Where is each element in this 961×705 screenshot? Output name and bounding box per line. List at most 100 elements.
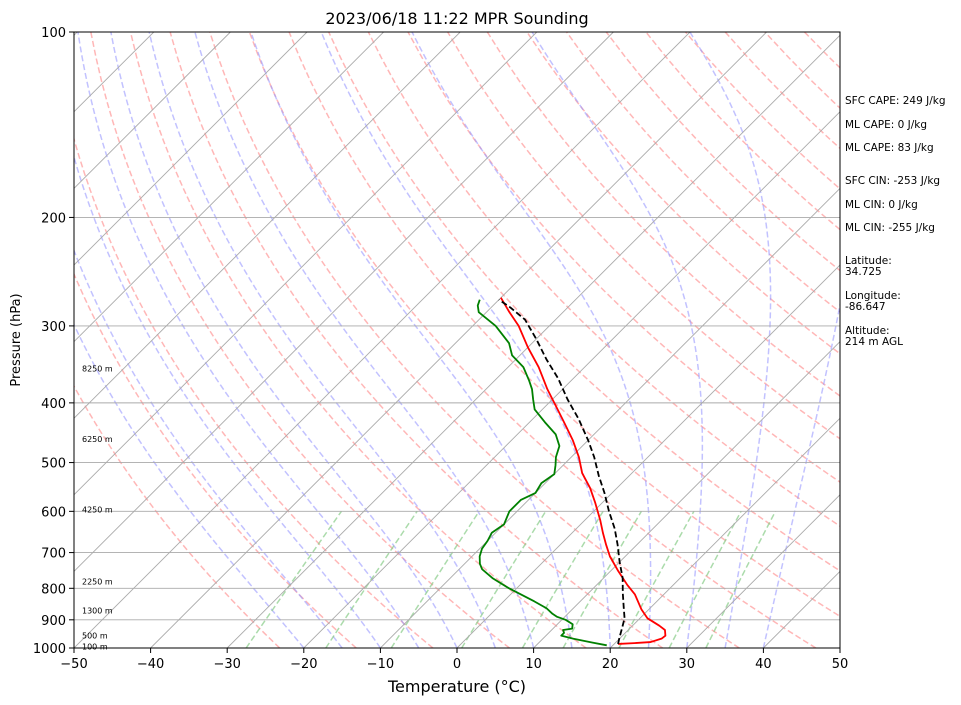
isotherm	[226, 34, 840, 648]
dry-adiabat	[129, 32, 587, 648]
stat-text: ML CAPE: 83 J/kg	[845, 142, 934, 154]
x-tick-label: 50	[832, 657, 849, 672]
mixing-ratio-line	[705, 510, 777, 648]
y-tick-label: 100	[41, 26, 66, 41]
stat-text: ML CIN: 0 J/kg	[845, 199, 918, 211]
dry-adiabat	[74, 136, 434, 648]
dry-adiabat	[447, 32, 840, 440]
y-tick-label: 600	[41, 505, 66, 520]
x-axis-label: Temperature (°C)	[387, 677, 526, 696]
isotherm	[609, 417, 840, 648]
dry-adiabat	[169, 32, 664, 648]
x-tick-label: −10	[367, 657, 394, 672]
y-tick-label: 500	[41, 457, 66, 472]
x-axis: −50 −40 −30 −20 −10 0 10 20 30 40 50	[60, 648, 848, 672]
isotherm	[74, 32, 231, 190]
plot-frame	[73, 31, 841, 649]
dry-adiabat	[90, 32, 510, 648]
stat-text: ML CAPE: 0 J/kg	[845, 119, 927, 131]
x-tick-label: 20	[602, 657, 619, 672]
mixing-ratio-line	[325, 510, 418, 648]
stat-text: Latitude:	[845, 255, 892, 267]
dry-adiabat	[288, 32, 840, 618]
height-labels: 8250 m 6250 m 4250 m 2250 m 1300 m 500 m 100 m	[82, 365, 113, 652]
x-tick-label: −20	[290, 657, 317, 672]
height-label: 2250 m	[82, 578, 113, 587]
stat-text: SFC CAPE: 249 J/kg	[845, 95, 946, 107]
x-tick-label: 0	[453, 657, 461, 672]
dry-adiabat	[248, 32, 817, 648]
moist-adiabat	[77, 32, 420, 648]
parcel-path-line	[498, 298, 626, 645]
moist-adiabat	[762, 300, 840, 648]
isotherm	[686, 494, 840, 648]
moist-adiabat	[74, 322, 305, 648]
dry-adiabat	[407, 32, 840, 483]
stats-panel: SFC CAPE: 249 J/kg ML CAPE: 0 J/kg ML CAPE…	[845, 95, 946, 348]
moist-adiabat	[148, 32, 497, 648]
mixing-ratio-line	[390, 510, 480, 648]
moist-adiabat	[74, 248, 343, 648]
y-tick-label: 200	[41, 211, 66, 226]
moist-adiabat	[250, 32, 573, 648]
isotherm	[74, 32, 461, 419]
isotherm	[150, 32, 767, 648]
mixing-ratio-line	[668, 510, 742, 648]
isotherm	[74, 32, 691, 648]
mixing-ratio-line	[521, 510, 604, 648]
isotherm	[74, 32, 384, 343]
moist-adiabat	[320, 32, 611, 648]
height-label: 100 m	[82, 643, 108, 652]
isotherm	[380, 187, 840, 648]
stat-text: Longitude:	[845, 290, 901, 302]
x-tick-label: −50	[60, 657, 87, 672]
chart-title: 2023/06/18 11:22 MPR Sounding	[325, 9, 588, 28]
stat-text: ML CIN: -255 J/kg	[845, 222, 935, 234]
stat-text: SFC CIN: -253 J/kg	[845, 175, 940, 187]
y-tick-label: 900	[41, 614, 66, 629]
mixing-ratio-line	[461, 510, 547, 648]
dry-adiabat	[74, 272, 357, 648]
x-tick-label: 10	[525, 657, 542, 672]
height-label: 1300 m	[82, 607, 113, 616]
temperature-line	[500, 297, 667, 645]
dewpoint-line	[476, 299, 607, 647]
isotherm	[74, 32, 308, 266]
moist-adiabat	[411, 32, 652, 648]
isotherm	[74, 32, 538, 496]
isotherm	[303, 111, 840, 648]
moist-adiabat	[74, 154, 382, 648]
x-tick-label: −30	[213, 657, 240, 672]
stat-text: -86.647	[845, 301, 886, 313]
y-tick-label: 1000	[33, 642, 66, 657]
stat-text: 214 m AGL	[845, 336, 903, 348]
height-label: 500 m	[82, 632, 108, 641]
isotherm	[74, 32, 614, 573]
height-label: 4250 m	[82, 506, 113, 515]
x-tick-label: 40	[755, 657, 772, 672]
isotherm	[533, 340, 840, 648]
x-tick-label: −40	[137, 657, 164, 672]
moist-adiabat	[689, 32, 772, 648]
y-tick-label: 700	[41, 547, 66, 562]
x-tick-label: 30	[679, 657, 696, 672]
height-label: 6250 m	[82, 435, 113, 444]
dry-adiabat	[526, 32, 840, 355]
stat-text: Altitude:	[845, 325, 890, 337]
y-axis-label: Pressure (hPa)	[9, 293, 24, 386]
background-lines	[0, 32, 840, 648]
dry-adiabat	[367, 32, 840, 527]
y-axis: 100 200 300 400 500 600 700 800 900 1000	[33, 26, 74, 657]
y-tick-label: 400	[41, 397, 66, 412]
isotherm	[456, 264, 840, 648]
moist-adiabat	[110, 32, 458, 648]
y-tick-label: 800	[41, 582, 66, 597]
moist-adiabat	[531, 32, 704, 648]
height-label: 8250 m	[82, 365, 113, 374]
y-tick-label: 300	[41, 320, 66, 335]
sounding-lines	[476, 297, 667, 647]
mixing-ratio-line	[245, 510, 343, 648]
stat-text: 34.725	[845, 266, 882, 278]
isotherm	[0, 32, 1, 648]
